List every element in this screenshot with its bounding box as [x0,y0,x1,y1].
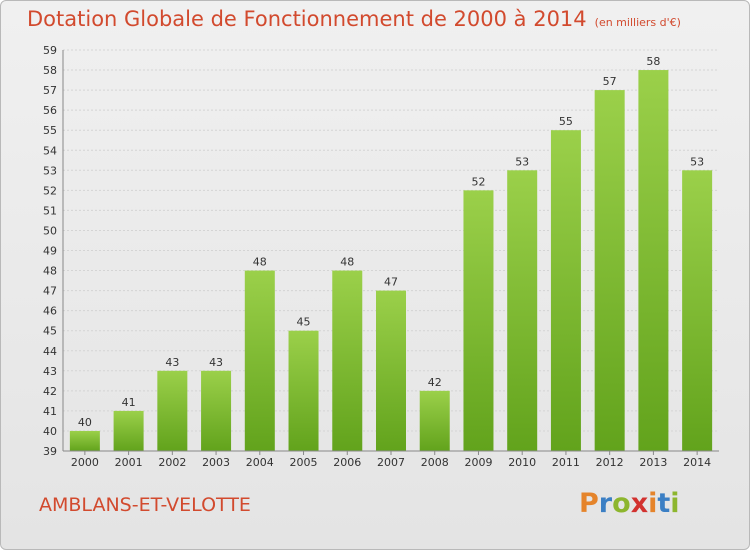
y-tick-label: 42 [43,385,57,398]
y-tick-label: 49 [43,245,57,258]
x-tick-label: 2003 [202,456,230,469]
bar [244,270,275,451]
y-tick-label: 54 [43,144,57,157]
bar-value-label: 43 [209,356,223,369]
x-tick-label: 2012 [596,456,624,469]
bar-value-label: 53 [515,155,529,168]
bar [463,190,494,451]
bar-value-label: 47 [384,276,398,289]
title-text: Dotation Globale de Fonctionnement de 20… [27,7,587,31]
logo-letter: x [630,488,649,519]
x-tick-label: 2014 [683,456,711,469]
y-tick-label: 48 [43,265,57,278]
logo-letter: o [612,488,631,519]
x-tick-label: 2006 [333,456,361,469]
x-tick-label: 2011 [552,456,580,469]
y-tick-label: 51 [43,204,57,217]
bar [419,390,450,451]
bar [201,370,232,451]
y-tick-label: 52 [43,184,57,197]
place-name: AMBLANS-ET-VELOTTE [39,494,251,516]
y-tick-label: 43 [43,365,57,378]
y-tick-label: 47 [43,285,57,298]
y-tick-label: 39 [43,445,57,458]
y-tick-label: 57 [43,84,57,97]
x-axis: 2000 2001 2002 2003 2004 2005 2006 2007 2008 2009… [63,450,719,469]
y-tick-label: 56 [43,104,57,117]
bar-value-label: 53 [690,155,704,168]
bar-value-label: 55 [559,115,573,128]
y-tick-label: 44 [43,345,57,358]
x-tick-label: 2010 [508,456,536,469]
y-tick-label: 58 [43,64,57,77]
bar [682,170,713,452]
y-tick-label: 50 [43,224,57,237]
x-tick-label: 2004 [246,456,274,469]
x-tick-label: 2002 [158,456,186,469]
x-tick-label: 2008 [421,456,449,469]
bar [157,370,188,451]
logo-letter: i [670,488,680,519]
bars: 40 41 43 43 48 45 48 47 42 52 53 55 57 58 53 [69,55,713,452]
bar-value-label: 58 [646,55,660,68]
y-tick-label: 40 [43,425,57,438]
x-tick-label: 2005 [290,456,318,469]
bar [507,170,538,452]
y-tick-label: 41 [43,405,57,418]
logo-letter: t [657,488,671,519]
bar-value-label: 48 [253,256,267,269]
y-tick-label: 53 [43,164,57,177]
bar-value-label: 45 [297,316,311,329]
logo-letter: i [648,488,658,519]
x-tick-label: 2001 [115,456,143,469]
bar [638,70,669,452]
y-tick-label: 46 [43,305,57,318]
bar [288,330,319,451]
bar-value-label: 52 [471,175,485,188]
logo-letter: r [598,488,613,519]
bar [376,290,406,451]
x-tick-label: 2013 [639,456,667,469]
proxiti-logo: Proxiti [579,488,680,519]
bar-value-label: 48 [340,256,354,269]
y-tick-label: 55 [43,124,57,137]
bar-value-label: 41 [122,396,136,409]
x-tick-label: 2009 [464,456,492,469]
bar-value-label: 40 [78,416,92,429]
y-tick-label: 45 [43,325,57,338]
units-label: (en milliers d'€) [594,16,681,29]
bar [594,90,625,451]
chart-title: Dotation Globale de Fonctionnement de 20… [27,7,681,31]
bar [113,410,144,451]
bar-value-label: 43 [165,356,179,369]
x-tick-label: 2000 [71,456,99,469]
bar [332,270,363,451]
y-axis: 39 40 41 42 43 44 45 46 47 48 49 50 51 52 53 54 55 56 57 58… [43,44,64,458]
x-tick-label: 2007 [377,456,405,469]
bar-value-label: 57 [603,75,617,88]
y-tick-label: 59 [43,44,57,57]
logo-letter: P [579,488,599,519]
bar [550,130,581,451]
bar [69,430,100,451]
bar-value-label: 42 [428,376,442,389]
